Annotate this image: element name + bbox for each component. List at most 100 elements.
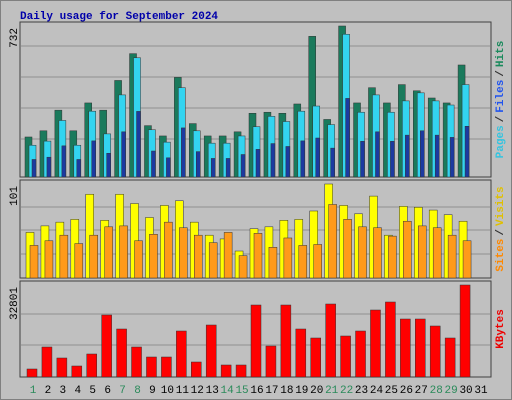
bar	[280, 304, 292, 378]
legend-separator: /	[495, 229, 507, 236]
bar	[265, 345, 277, 378]
x-tick-label: 8	[134, 385, 141, 397]
x-tick-label: 12	[191, 385, 204, 397]
bar	[298, 245, 308, 279]
bar	[400, 318, 411, 378]
bar	[355, 330, 366, 378]
bar	[208, 242, 218, 279]
legend-entry: Sites	[495, 239, 507, 272]
x-tick-label: 23	[355, 385, 368, 397]
bar	[151, 150, 156, 178]
bar	[270, 143, 276, 178]
bar	[238, 255, 248, 279]
x-tick-label: 10	[161, 385, 174, 397]
bar	[313, 244, 322, 279]
bar	[462, 240, 472, 279]
bar	[225, 158, 231, 178]
bar	[415, 318, 426, 378]
x-tick-label: 21	[325, 385, 339, 397]
bar	[194, 234, 203, 279]
bar	[29, 245, 39, 279]
bar	[119, 225, 128, 279]
bar	[146, 356, 157, 378]
y-tick-label: 101	[9, 186, 21, 206]
bar	[220, 364, 232, 378]
bar	[385, 301, 396, 378]
bar	[61, 145, 67, 178]
bar	[240, 154, 246, 178]
legend-entry: Files	[495, 80, 507, 113]
legend-separator: /	[495, 115, 507, 122]
legend-entry: KBytes	[495, 309, 507, 349]
bar	[375, 131, 380, 178]
legend-separator: /	[495, 70, 507, 77]
bar	[86, 353, 97, 378]
bar	[405, 134, 410, 178]
x-tick-label: 17	[265, 385, 278, 397]
x-tick-label: 29	[445, 385, 458, 397]
bar	[179, 227, 188, 279]
bar	[196, 151, 201, 178]
bar	[205, 324, 217, 378]
x-tick-label: 25	[385, 385, 398, 397]
bar	[191, 361, 202, 378]
legend-entry: Visits	[495, 186, 507, 226]
bar	[176, 330, 187, 378]
legend: Pages / Files / Hits	[495, 41, 507, 159]
bar	[434, 134, 440, 178]
legend-entry: Hits	[495, 41, 507, 67]
bar	[101, 314, 112, 378]
x-tick-label: 26	[400, 385, 413, 397]
x-tick-label: 13	[206, 385, 219, 397]
bar	[46, 156, 52, 178]
bar	[388, 235, 397, 279]
bar	[89, 234, 98, 279]
bar	[444, 337, 456, 378]
y-tick-label: 32801	[9, 287, 21, 320]
bar	[161, 356, 172, 378]
bar	[31, 159, 37, 178]
x-tick-label: 19	[295, 385, 308, 397]
legend: KBytes	[495, 309, 507, 349]
x-tick-label: 4	[74, 385, 81, 397]
bar	[268, 247, 278, 279]
bar	[44, 240, 54, 279]
bar	[166, 157, 171, 178]
x-tick-label: 27	[415, 385, 428, 397]
bar	[26, 368, 38, 378]
x-tick-label: 6	[104, 385, 111, 397]
x-tick-label: 7	[119, 385, 126, 397]
bar	[340, 335, 351, 378]
bar	[300, 140, 306, 178]
x-tick-label: 31	[474, 385, 488, 397]
bar	[345, 98, 350, 178]
bar	[449, 137, 455, 178]
bar	[325, 303, 336, 378]
x-tick-label: 15	[235, 385, 248, 397]
x-tick-label: 18	[280, 385, 293, 397]
legend: Sites / Visits	[495, 186, 507, 271]
x-tick-label: 9	[149, 385, 156, 397]
bar	[121, 131, 126, 178]
x-tick-label: 22	[340, 385, 353, 397]
bar	[136, 111, 141, 178]
bar	[310, 337, 321, 378]
bar	[390, 141, 395, 178]
bar	[373, 227, 382, 279]
bar	[255, 149, 261, 178]
y-tick-label: 732	[9, 28, 21, 48]
bar	[149, 234, 158, 279]
legend-entry: Pages	[495, 125, 507, 158]
x-tick-label: 16	[250, 385, 263, 397]
bar	[403, 220, 412, 279]
x-tick-label: 2	[45, 385, 52, 397]
chart-title: Daily usage for September 2024	[20, 11, 218, 23]
bar	[295, 328, 307, 378]
bar	[250, 304, 262, 378]
bar	[116, 328, 127, 378]
x-tick-label: 30	[459, 385, 472, 397]
bar	[464, 126, 470, 178]
x-tick-label: 1	[30, 385, 37, 397]
